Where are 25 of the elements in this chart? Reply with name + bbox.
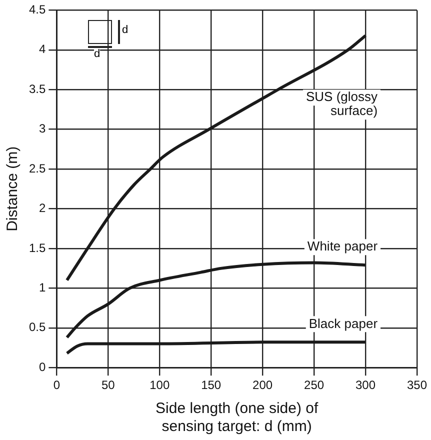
x-tick-label: 0 xyxy=(53,378,60,392)
y-tick-label: 3.5 xyxy=(28,82,46,96)
series-label: Black paper xyxy=(308,316,378,331)
y-tick-label: 0 xyxy=(38,360,46,374)
x-tick-label: 150 xyxy=(201,378,222,392)
y-tick-label: 0.5 xyxy=(28,320,46,334)
x-tick-label: 50 xyxy=(101,378,116,392)
series-label: White paper xyxy=(307,238,378,254)
annotation: d xyxy=(122,24,128,36)
y-tick-label: 2 xyxy=(38,201,46,216)
x-axis-title: Side length (one side) of sensing target: d (mm) xyxy=(156,400,319,436)
y-tick-label: 4 xyxy=(38,42,46,56)
x-tick-label: 350 xyxy=(406,378,428,392)
x-tick-label: 100 xyxy=(150,378,170,392)
y-axis-title: Distance (m) xyxy=(4,146,22,232)
x-tick-label: 200 xyxy=(252,378,273,392)
series-label: SUS (glossy surface) xyxy=(306,89,378,118)
y-tick-label: 1.5 xyxy=(28,240,46,255)
y-tick-label: 1 xyxy=(38,280,46,294)
y-tick-label: 4.5 xyxy=(28,2,46,17)
annotation: d xyxy=(94,48,100,60)
y-tick-label: 3 xyxy=(38,122,46,136)
x-tick-label: 300 xyxy=(356,378,376,392)
y-tick-label: 2.5 xyxy=(28,161,46,176)
x-tick-label: 250 xyxy=(304,378,324,392)
